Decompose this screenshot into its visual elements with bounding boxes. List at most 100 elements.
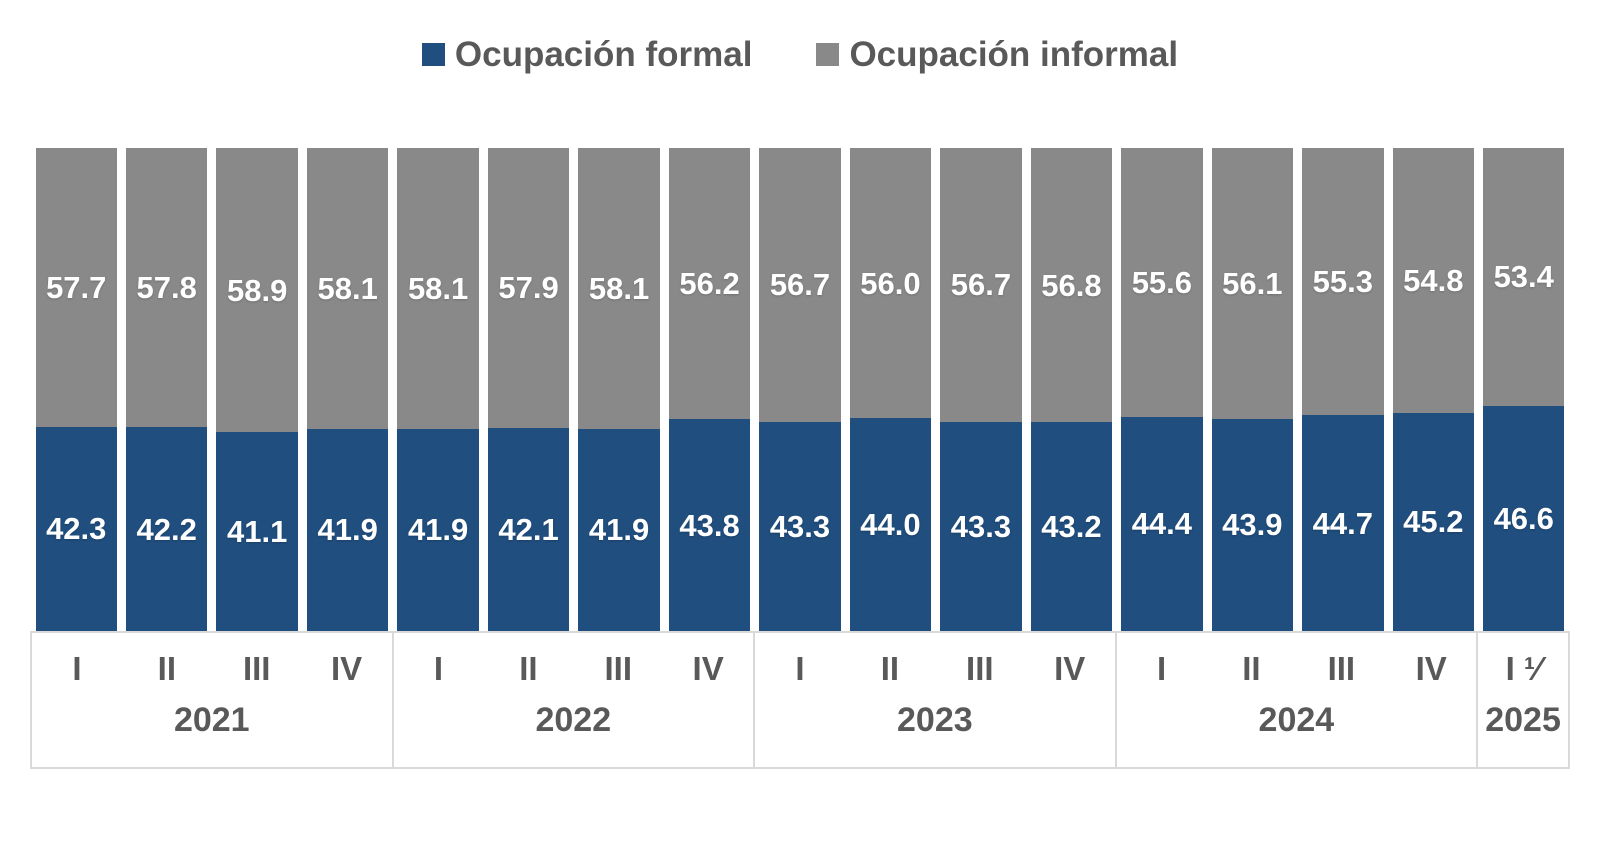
bar-column: 55.3 44.7: [1302, 148, 1384, 631]
formal-segment: 41.9: [397, 428, 479, 631]
x-axis-box: I II III IV 2021 I II III IV 2022 I II III IV 2023 I II I…: [30, 631, 1570, 769]
informal-swatch-icon: [816, 42, 840, 66]
informal-value-label: 58.1: [588, 270, 650, 306]
formal-value-label: 41.9: [407, 512, 469, 548]
formal-value-label: 42.1: [498, 511, 559, 547]
bar-column: 54.8 45.2: [1392, 148, 1474, 631]
legend-label-formal: Ocupación formal: [454, 34, 753, 74]
quarter-label: II: [157, 649, 176, 687]
formal-value-label: 43.9: [1222, 507, 1283, 543]
bar-column: 56.7 43.3: [759, 148, 841, 631]
informal-segment: 57.8: [125, 148, 208, 428]
quarter-label: III: [242, 649, 271, 687]
informal-segment: 56.0: [849, 148, 932, 419]
quarter-label: I: [795, 649, 805, 687]
formal-value-label: 46.6: [1493, 500, 1554, 536]
bars: 57.7 42.3 57.8 42.2 58.9 41.1 58.1 41.9 58.1 41.9…: [30, 148, 1570, 631]
year-label: 2024: [1258, 701, 1335, 739]
bar-column: 57.8 42.2: [125, 148, 208, 631]
quarter-row: I II III IV: [394, 633, 754, 703]
formal-value-label: 41.9: [317, 512, 378, 548]
informal-value-label: 58.1: [407, 270, 469, 306]
quarter-row: I ¹⁄: [1478, 633, 1568, 703]
informal-value-label: 56.2: [679, 266, 740, 302]
formal-segment: 44.7: [1302, 415, 1384, 631]
bar-column: 56.0 44.0: [849, 148, 932, 631]
informal-value-label: 56.1: [1222, 265, 1283, 301]
formal-value-label: 43.3: [950, 508, 1012, 544]
informal-segment: 56.8: [1030, 148, 1113, 423]
formal-value-label: 44.0: [860, 507, 921, 543]
informal-segment: 58.1: [306, 148, 389, 429]
legend-item-informal: Ocupación informal: [816, 37, 1178, 72]
quarter-row: I II III IV: [32, 633, 392, 703]
formal-segment: 42.1: [487, 427, 570, 631]
informal-value-label: 55.6: [1131, 264, 1193, 300]
informal-value-label: 57.9: [498, 270, 559, 306]
bar-column: 56.7 43.3: [940, 148, 1022, 631]
formal-segment: 44.4: [1121, 416, 1203, 631]
formal-segment: 42.3: [35, 426, 117, 631]
quarter-row: I II III IV: [755, 633, 1115, 703]
legend-item-formal: Ocupación formal: [421, 34, 753, 74]
quarter-label: II: [519, 649, 538, 687]
bar-column: 56.2 43.8: [668, 148, 751, 631]
chart-legend: Ocupación formal Ocupación informal: [0, 0, 1600, 78]
quarter-row: I II III IV: [1117, 633, 1477, 703]
formal-segment: 46.6: [1483, 405, 1565, 631]
bar-column: 56.8 43.2: [1030, 148, 1113, 631]
quarter-label: II: [1242, 649, 1261, 687]
quarter-label: III: [604, 649, 633, 687]
formal-swatch-icon: [421, 42, 445, 66]
informal-segment: 53.4: [1483, 148, 1565, 406]
quarter-label: I: [433, 649, 444, 687]
bar-column: 56.1 43.9: [1211, 148, 1294, 631]
bar-column: 58.1 41.9: [397, 148, 479, 631]
formal-segment: 43.8: [668, 419, 751, 631]
informal-segment: 56.7: [759, 148, 841, 422]
informal-segment: 55.3: [1302, 148, 1384, 416]
legend-label-informal: Ocupación informal: [849, 34, 1179, 74]
formal-value-label: 45.2: [1403, 504, 1464, 540]
informal-segment: 56.1: [1211, 148, 1294, 419]
formal-segment: 43.2: [1030, 422, 1113, 631]
quarter-label: IV: [331, 649, 363, 687]
formal-value-label: 41.1: [227, 514, 288, 550]
formal-value-label: 44.4: [1131, 506, 1193, 542]
bar-column: 57.9 42.1: [487, 148, 570, 631]
formal-value-label: 42.2: [136, 511, 197, 547]
year-group: I II III IV 2021: [32, 633, 392, 767]
quarter-label: III: [966, 649, 994, 687]
bar-column: 58.1 41.9: [306, 148, 389, 631]
formal-value-label: 43.8: [679, 507, 740, 543]
formal-segment: 43.9: [1211, 418, 1294, 631]
informal-segment: 57.7: [35, 148, 117, 427]
informal-segment: 57.9: [487, 148, 570, 428]
formal-segment: 41.9: [578, 428, 660, 631]
formal-segment: 45.2: [1392, 412, 1474, 631]
formal-segment: 43.3: [759, 421, 841, 631]
informal-value-label: 57.7: [46, 269, 107, 305]
informal-segment: 58.9: [216, 148, 298, 433]
year-label: 2023: [897, 701, 973, 739]
informal-segment: 55.6: [1121, 148, 1203, 417]
informal-value-label: 56.0: [860, 265, 921, 301]
formal-segment: 41.9: [306, 428, 389, 631]
year-label: 2021: [173, 701, 250, 739]
informal-value-label: 53.4: [1493, 259, 1554, 295]
formal-segment: 44.0: [849, 418, 932, 631]
year-label: 2025: [1485, 701, 1561, 739]
bar-column: 57.7 42.3: [35, 148, 117, 631]
informal-value-label: 58.1: [317, 270, 378, 306]
formal-segment: 41.1: [216, 432, 298, 631]
year-group: I II III IV 2024: [1114, 633, 1477, 767]
quarter-label: IV: [1415, 649, 1447, 687]
bar-column: 58.9 41.1: [216, 148, 298, 631]
year-group: I II III IV 2023: [753, 633, 1115, 767]
informal-value-label: 56.8: [1041, 267, 1102, 303]
formal-segment: 43.3: [940, 421, 1022, 631]
formal-segment: 42.2: [125, 427, 208, 631]
quarter-label: IV: [692, 649, 724, 687]
formal-value-label: 43.3: [769, 508, 831, 544]
year-group: I II III IV 2022: [391, 633, 754, 767]
